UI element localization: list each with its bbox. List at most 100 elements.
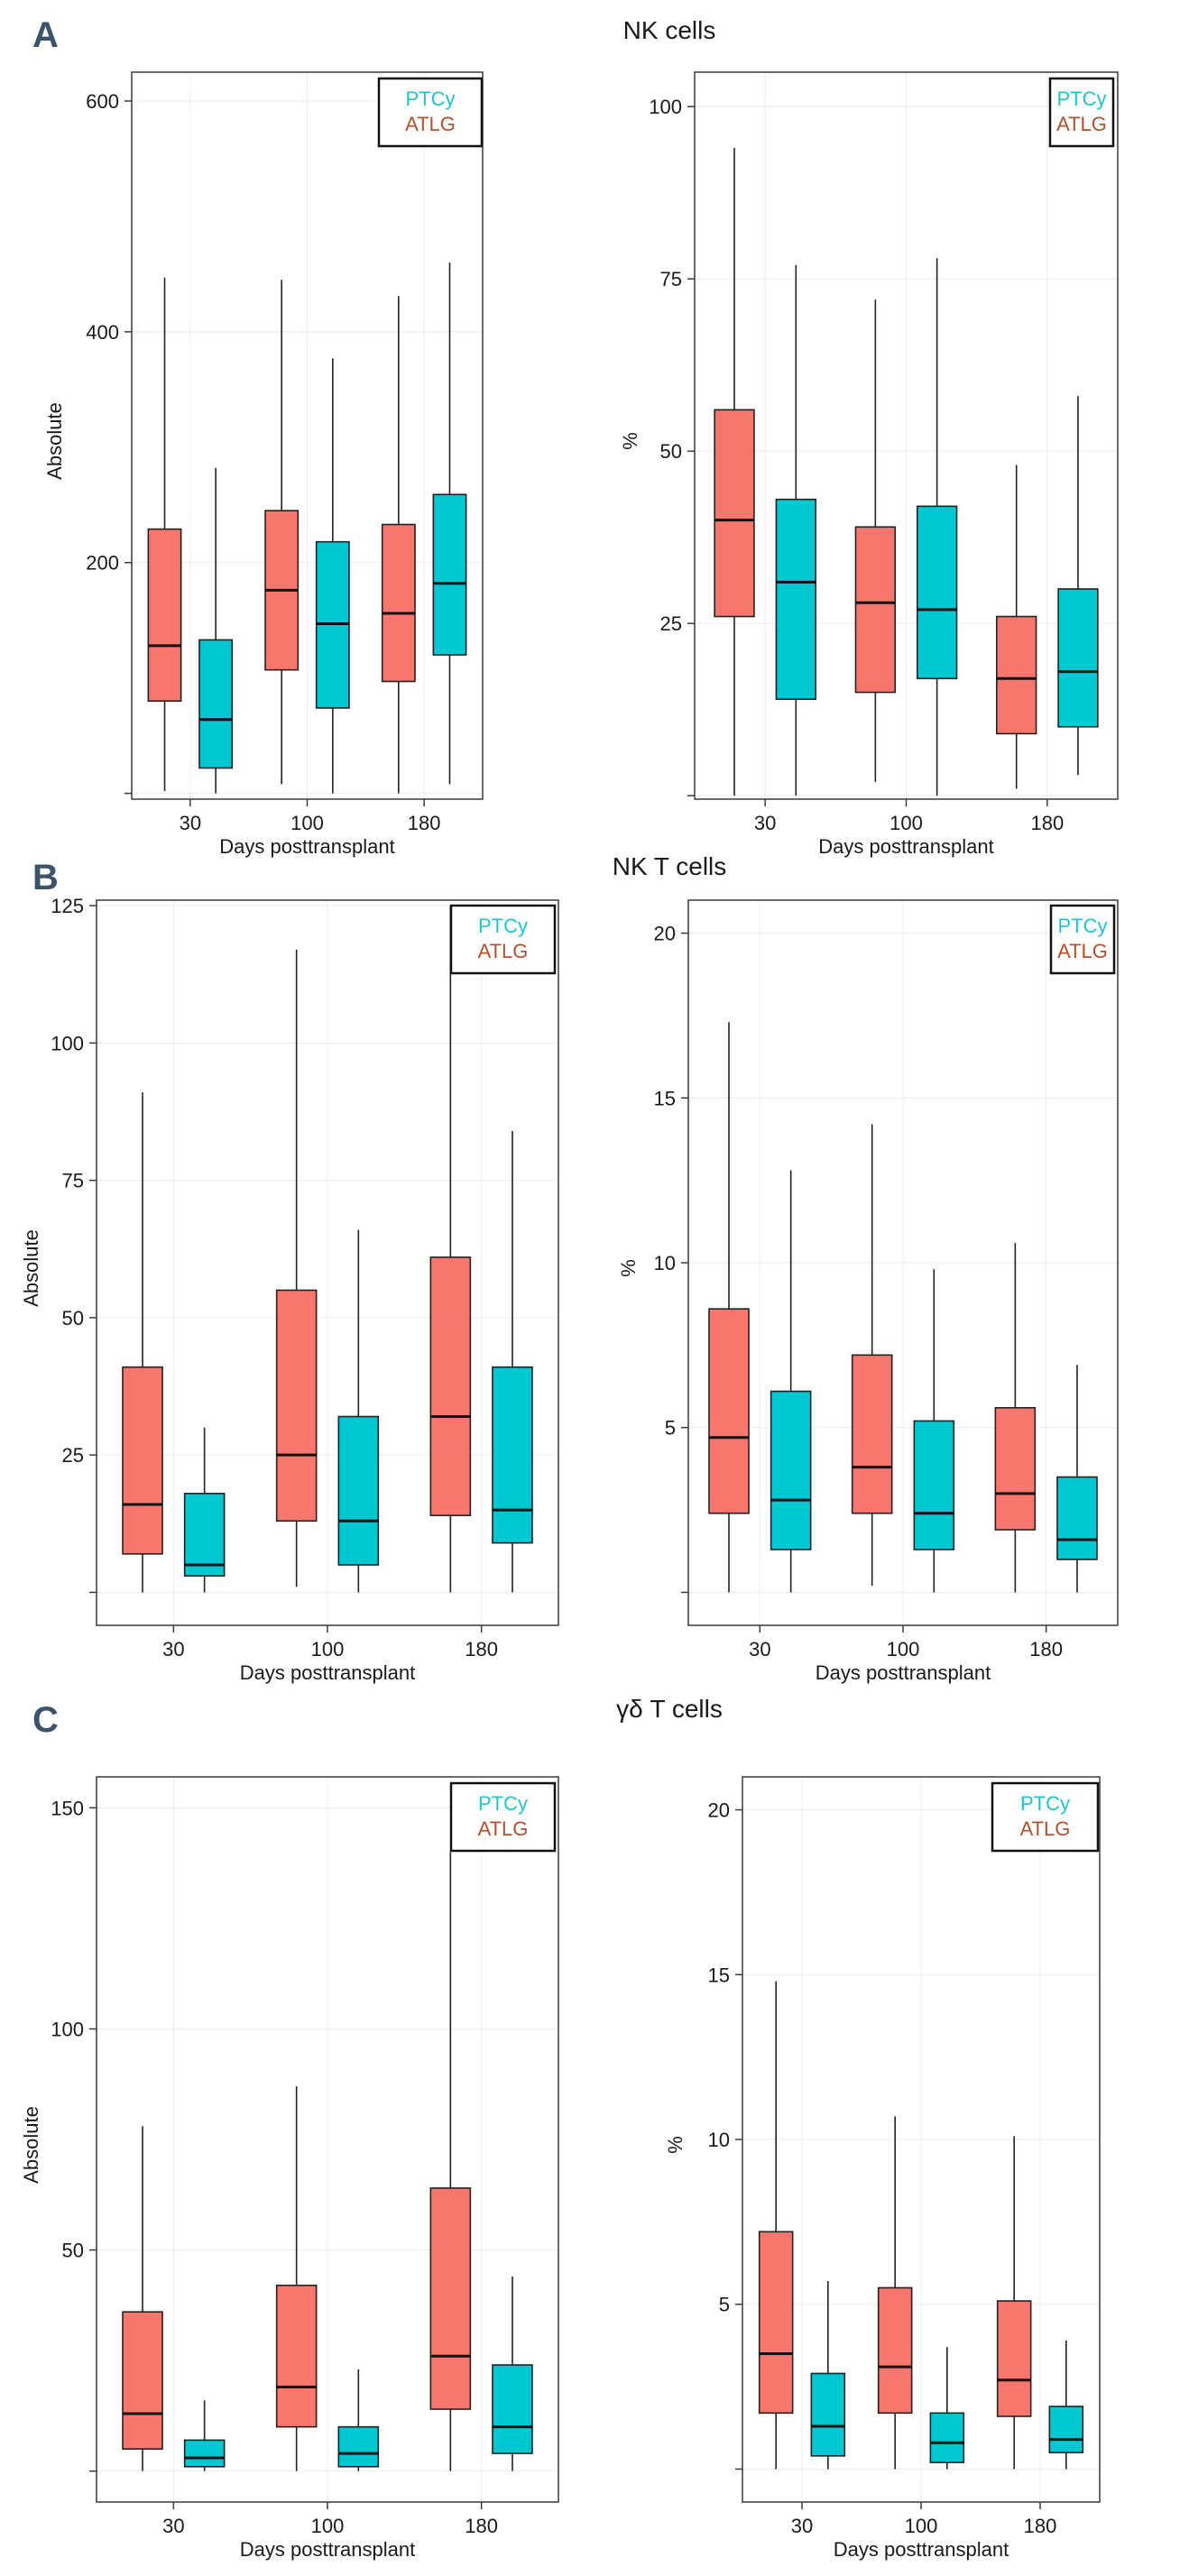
x-axis-label: Days posttransplant	[818, 835, 993, 858]
box-iqr	[122, 1366, 163, 1555]
x-axis-label: Days posttransplant	[240, 1661, 415, 1684]
legend-atlg-label: ATLG	[1056, 113, 1107, 135]
box-atlg-day-100	[851, 1124, 893, 1587]
x-tick-label: 180	[1024, 2515, 1057, 2537]
box-atlg-day-30	[714, 148, 755, 796]
chart-panel-b-percent: 20 15 10 5 30 100 180 Days posttransplant% PTCy A…	[617, 899, 1119, 1684]
box-iqr	[913, 1420, 955, 1550]
box-iqr	[877, 2286, 913, 2415]
box-atlg-day-100	[275, 2086, 318, 2471]
y-tick-label: 25	[62, 1444, 84, 1467]
box-iqr	[851, 1354, 893, 1514]
x-tick-label: 100	[311, 2515, 345, 2537]
legend-atlg-label: ATLG	[405, 113, 456, 135]
box-ptcy-day-30	[183, 1427, 226, 1593]
x-tick-label: 30	[180, 812, 201, 834]
x-tick-label: 100	[311, 1638, 345, 1661]
box-iqr	[432, 493, 467, 656]
box-iqr	[854, 526, 897, 694]
box-iqr	[275, 2284, 318, 2428]
box-iqr	[337, 2425, 380, 2468]
y-tick-label: 75	[660, 268, 682, 290]
box-iqr	[122, 2311, 163, 2450]
box-atlg-day-180	[996, 465, 1037, 789]
box-iqr	[183, 2439, 226, 2468]
legend-box	[991, 1781, 1100, 1853]
x-tick-label: 30	[754, 812, 776, 834]
y-tick-label: 15	[654, 1087, 676, 1109]
box-atlg-day-180	[429, 906, 472, 1593]
box-ptcy-day-30	[810, 2281, 846, 2470]
x-axis-label: Days posttransplant	[240, 2538, 415, 2561]
y-tick-label: 50	[62, 2240, 84, 2262]
box-iqr	[714, 409, 755, 618]
chart-panel-c-percent: 20 15 10 5 30 100 180 Days posttransplant% PTCyA…	[664, 1776, 1101, 2561]
section-letter-c: C	[32, 1700, 59, 1740]
x-tick-label: 180	[465, 2515, 498, 2537]
box-ptcy-day-30	[770, 1170, 812, 1593]
legend-atlg-label: ATLG	[478, 940, 529, 962]
y-tick-label: 15	[708, 1964, 730, 1986]
box-iqr	[275, 1289, 318, 1523]
section-letter-a: A	[32, 15, 59, 55]
box-ptcy-day-100	[929, 2347, 965, 2470]
x-axis-label: Days posttransplant	[816, 1661, 991, 1684]
x-tick-label: 180	[1030, 812, 1064, 834]
box-iqr	[1048, 2406, 1084, 2453]
x-axis-label: Days posttransplant	[834, 2538, 1009, 2561]
legend: PTCy ATLG	[377, 77, 484, 148]
box-iqr	[429, 1256, 472, 1516]
section-letter-b: B	[32, 858, 59, 897]
y-tick-label: 100	[51, 2018, 84, 2040]
section-title-b: NK T cells	[613, 852, 727, 880]
box-iqr	[916, 505, 958, 680]
box-iqr	[775, 498, 816, 701]
box-ptcy-day-100	[337, 2369, 380, 2471]
box-atlg-day-30	[147, 277, 182, 792]
box-atlg-day-180	[994, 1243, 1037, 1593]
legend-box	[1048, 77, 1115, 148]
chart-panel-b-absolute: 125 100 75 50 25 30 100 180 Days posttransplant A…	[20, 895, 559, 1684]
legend-ptcy-label: PTCy	[1020, 1792, 1070, 1815]
y-tick-label: 150	[51, 1797, 84, 1819]
y-tick-label: 20	[708, 1799, 730, 1822]
box-iqr	[994, 1407, 1037, 1531]
box-atlg-day-30	[122, 1092, 163, 1593]
box-iqr	[183, 1493, 226, 1577]
y-tick-label: 5	[719, 2294, 730, 2316]
box-atlg-day-30	[708, 1022, 750, 1593]
y-tick-label: 5	[665, 1417, 676, 1440]
y-tick-label: 10	[654, 1252, 676, 1274]
y-axis-label: Absolute	[20, 2106, 42, 2184]
box-iqr	[810, 2372, 846, 2457]
x-tick-label: 100	[905, 2515, 938, 2537]
legend-ptcy-label: PTCy	[1057, 87, 1107, 110]
box-atlg-day-30	[758, 1981, 794, 2470]
x-tick-label: 30	[162, 2515, 184, 2537]
x-tick-label: 100	[889, 812, 923, 834]
x-tick-label: 100	[290, 812, 324, 834]
box-ptcy-day-180	[432, 262, 467, 785]
y-tick-label: 100	[649, 96, 682, 118]
box-ptcy-day-100	[916, 258, 958, 796]
y-tick-label: 50	[62, 1307, 84, 1329]
box-ptcy-day-30	[183, 2400, 226, 2471]
legend-ptcy-label: PTCy	[478, 915, 528, 937]
box-iqr	[337, 1415, 380, 1566]
y-axis-label: %	[664, 2136, 687, 2154]
legend-atlg-label: ATLG	[1057, 940, 1108, 962]
box-iqr	[996, 2300, 1032, 2417]
box-iqr	[381, 523, 416, 683]
box-atlg-day-180	[429, 1852, 472, 2471]
y-tick-label: 10	[708, 2129, 730, 2151]
y-tick-label: 50	[660, 440, 682, 463]
y-axis-label: Absolute	[43, 402, 66, 480]
box-iqr	[708, 1308, 750, 1514]
box-atlg-day-30	[122, 2126, 163, 2471]
box-iqr	[147, 528, 182, 703]
box-ptcy-day-100	[337, 1229, 380, 1593]
y-tick-label: 75	[62, 1170, 84, 1192]
box-ptcy-day-30	[775, 264, 816, 796]
x-tick-label: 180	[465, 1638, 498, 1661]
y-tick-label: 20	[654, 923, 676, 945]
